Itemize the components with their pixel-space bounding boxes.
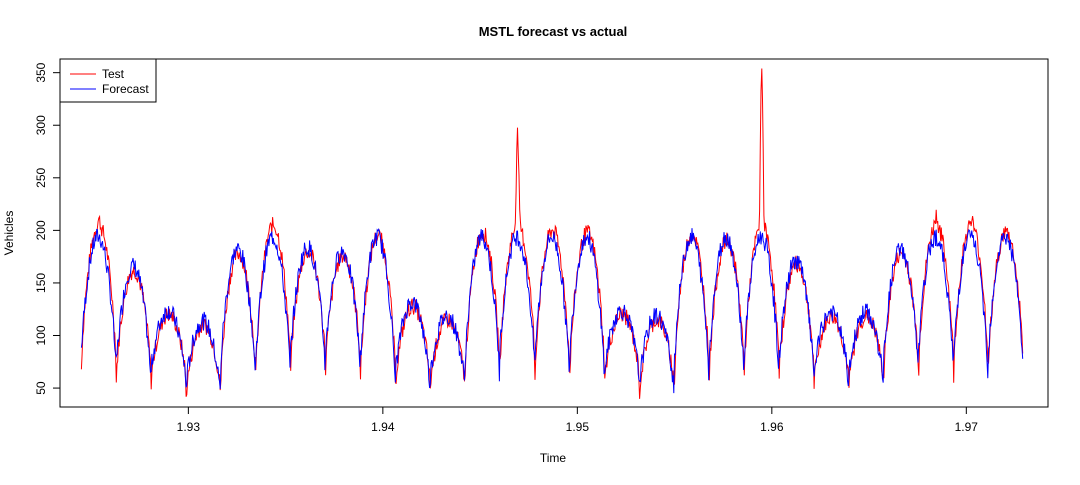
y-tick-label: 250 xyxy=(34,167,48,187)
x-tick-label: 1.96 xyxy=(760,420,784,434)
chart-title: MSTL forecast vs actual xyxy=(479,24,628,39)
x-axis-label: Time xyxy=(540,451,567,465)
y-axis-label: Vehicles xyxy=(2,211,16,256)
x-tick-label: 1.97 xyxy=(955,420,979,434)
y-tick-label: 100 xyxy=(34,325,48,345)
y-tick-label: 150 xyxy=(34,273,48,293)
legend: Test Forecast xyxy=(59,58,157,103)
legend-box xyxy=(59,58,157,103)
y-axis: 50 100 150 200 250 300 350 xyxy=(34,62,61,395)
x-tick-label: 1.94 xyxy=(371,420,395,434)
y-tick-label: 300 xyxy=(34,115,48,135)
x-tick-label: 1.93 xyxy=(177,420,201,434)
series-test-line xyxy=(80,68,1024,399)
legend-label-test: Test xyxy=(102,67,125,81)
y-tick-label: 50 xyxy=(34,381,48,395)
y-tick-label: 200 xyxy=(34,220,48,240)
legend-label-forecast: Forecast xyxy=(102,82,149,96)
x-tick-label: 1.95 xyxy=(566,420,590,434)
series-forecast-line xyxy=(80,227,1024,394)
series-layer xyxy=(80,68,1024,399)
x-axis: 1.93 1.94 1.95 1.96 1.97 xyxy=(177,406,979,434)
y-tick-label: 350 xyxy=(34,62,48,82)
